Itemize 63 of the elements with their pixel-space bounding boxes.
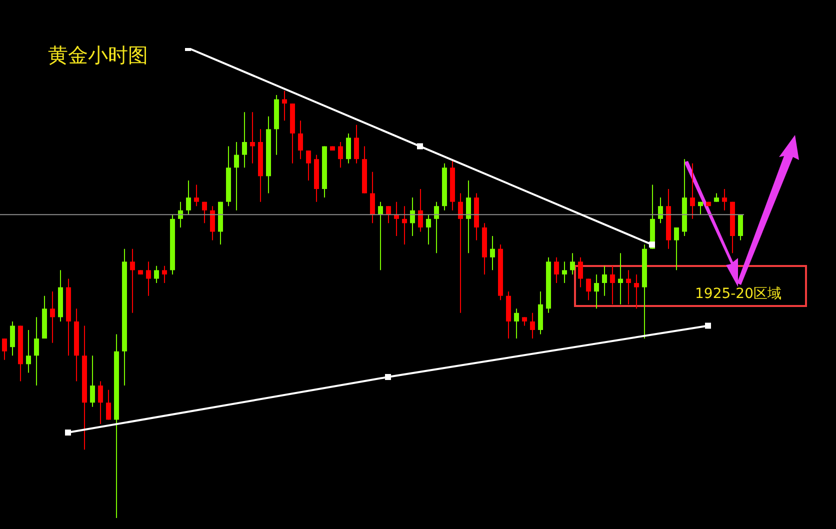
candlestick <box>130 248 135 314</box>
candlestick <box>530 312 535 340</box>
annotation: 1925-20区域 <box>695 285 782 303</box>
candlestick <box>674 226 679 271</box>
candlestick <box>370 171 375 224</box>
candlestick <box>90 355 95 408</box>
candlestick <box>194 184 199 207</box>
candlestick <box>154 265 159 284</box>
candlestick <box>10 320 15 356</box>
point <box>649 242 655 248</box>
candlestick <box>402 206 407 246</box>
candlestick <box>594 274 599 310</box>
candlestick <box>434 201 439 254</box>
candlestick <box>458 192 463 314</box>
candlestick <box>202 201 207 224</box>
candlestick <box>418 188 423 232</box>
candlestick <box>618 252 623 305</box>
candlestick <box>610 265 615 305</box>
candlestick <box>34 316 39 386</box>
point <box>385 374 391 380</box>
point <box>65 430 71 436</box>
candlestick <box>26 330 31 374</box>
candlestick <box>50 291 55 344</box>
candlestick <box>282 90 287 122</box>
candlestick <box>242 112 247 168</box>
candlestick <box>354 124 359 164</box>
candlestick <box>570 252 575 275</box>
candlestick <box>410 197 415 236</box>
candlestick <box>394 201 399 236</box>
candlestick <box>146 261 151 296</box>
candlestick <box>626 270 631 305</box>
candlestick <box>346 132 351 164</box>
candlestick <box>586 278 591 301</box>
candlestick <box>690 162 695 220</box>
candlestick <box>186 180 191 216</box>
candlestick <box>698 201 703 216</box>
candlestick <box>2 338 7 360</box>
candlestick <box>298 120 303 160</box>
candlestick <box>658 197 663 224</box>
candlestick <box>578 256 583 288</box>
candlestick <box>162 265 167 284</box>
candlestick <box>554 256 559 284</box>
chart-title: 黄金小时图 <box>48 42 148 69</box>
point <box>705 322 711 329</box>
candlestick <box>490 236 495 271</box>
candlestick <box>250 112 255 164</box>
candlestick <box>466 180 471 254</box>
candlestick <box>634 274 639 310</box>
candlestick <box>98 380 103 424</box>
candlestick <box>602 265 607 296</box>
candlestick <box>338 142 343 168</box>
point <box>417 143 423 150</box>
candlestick <box>378 201 383 271</box>
candlestick <box>722 188 727 211</box>
candlestick <box>738 214 743 241</box>
candlestick <box>514 308 519 340</box>
candlestick <box>234 142 239 211</box>
candlestick <box>210 206 215 241</box>
candlestick <box>426 214 431 246</box>
candlestick <box>386 206 391 224</box>
candlestick <box>562 261 567 284</box>
candlestick <box>106 389 111 420</box>
candlestick <box>306 150 311 181</box>
